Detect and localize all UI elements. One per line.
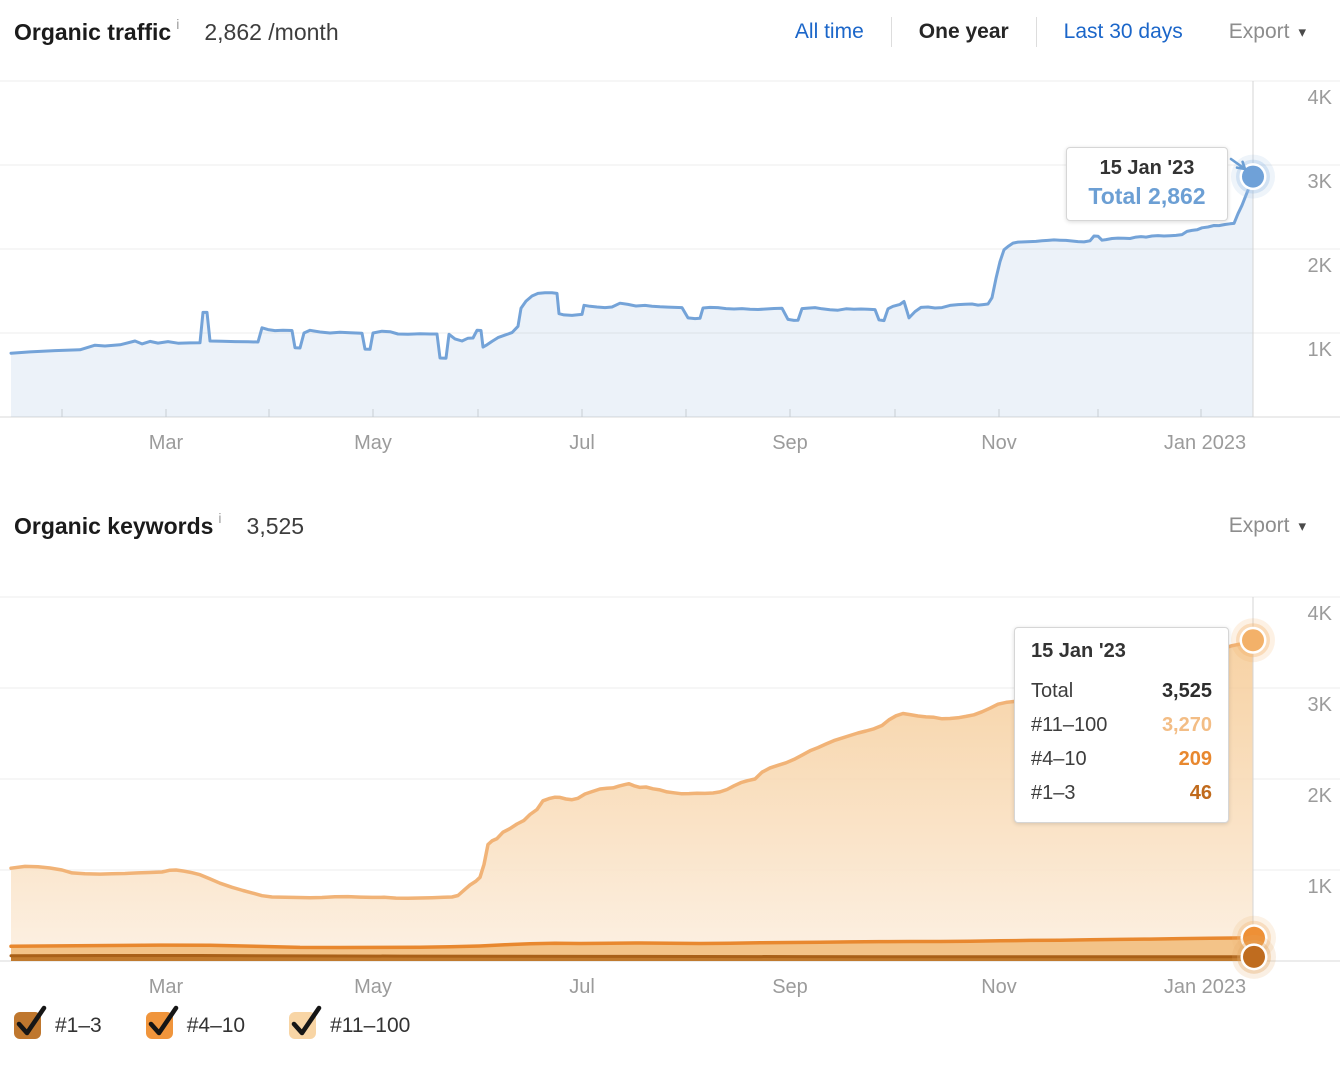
svg-text:Jul: Jul — [569, 432, 595, 454]
export-keywords-button[interactable]: Export ▾ — [1229, 514, 1306, 538]
caret-down-icon: ▾ — [1298, 23, 1306, 41]
organic-keywords-title: Organic keywords — [14, 513, 213, 540]
svg-text:3K: 3K — [1308, 171, 1333, 193]
svg-text:1K: 1K — [1308, 339, 1333, 361]
organic-traffic-value: 2,862 /month — [204, 19, 338, 46]
keywords-legend: #1–3 #4–10 #11–100 — [14, 1012, 454, 1039]
checkmark-icon — [289, 1002, 323, 1040]
keywords-tooltip: 15 Jan '23 Total3,525 #11–1003,270 #4–1020… — [1014, 627, 1229, 823]
checkbox-swatch — [146, 1012, 173, 1039]
tooltip-row: #1–346 — [1031, 780, 1212, 806]
legend-checkbox-11-100[interactable]: #11–100 — [289, 1012, 410, 1039]
legend-checkbox-4-10[interactable]: #4–10 — [146, 1012, 245, 1039]
checkmark-icon — [146, 1002, 180, 1040]
caret-down-icon: ▾ — [1298, 517, 1306, 535]
svg-text:Jan 2023: Jan 2023 — [1164, 976, 1246, 998]
svg-text:4K: 4K — [1308, 603, 1333, 625]
svg-text:2K: 2K — [1308, 255, 1333, 277]
organic-traffic-header: Organic traffic i 2,862 /month All time … — [14, 4, 1306, 60]
tooltip-date: 15 Jan '23 — [1075, 157, 1219, 180]
tab-one-year[interactable]: One year — [919, 20, 1009, 44]
checkbox-swatch — [14, 1012, 41, 1039]
svg-text:Nov: Nov — [981, 976, 1017, 998]
tooltip-total: Total 2,862 — [1075, 183, 1219, 210]
svg-text:Nov: Nov — [981, 432, 1017, 454]
info-icon[interactable]: i — [218, 510, 221, 526]
svg-text:May: May — [354, 976, 392, 998]
legend-label: #4–10 — [187, 1014, 245, 1038]
svg-text:Sep: Sep — [772, 432, 808, 454]
tooltip-row: #11–1003,270 — [1031, 712, 1212, 738]
legend-label: #1–3 — [55, 1014, 102, 1038]
export-label: Export — [1229, 514, 1290, 538]
export-traffic-button[interactable]: Export ▾ — [1229, 20, 1306, 44]
legend-label: #11–100 — [330, 1014, 410, 1038]
tooltip-pointer-arrow — [1228, 156, 1254, 178]
tab-last-30-days[interactable]: Last 30 days — [1064, 20, 1183, 44]
svg-text:2K: 2K — [1308, 785, 1333, 807]
traffic-tooltip: 15 Jan '23 Total 2,862 — [1066, 147, 1228, 221]
legend-checkbox-1-3[interactable]: #1–3 — [14, 1012, 102, 1039]
organic-traffic-title: Organic traffic — [14, 19, 171, 46]
organic-keywords-value: 3,525 — [247, 513, 305, 540]
tab-divider — [891, 17, 892, 47]
svg-text:Jul: Jul — [569, 976, 595, 998]
svg-text:3K: 3K — [1308, 694, 1333, 716]
site-explorer-overview: Organic traffic i 2,862 /month All time … — [0, 0, 1340, 1065]
checkmark-icon — [14, 1002, 48, 1040]
svg-text:May: May — [354, 432, 392, 454]
svg-text:1K: 1K — [1308, 876, 1333, 898]
checkbox-swatch — [289, 1012, 316, 1039]
export-label: Export — [1229, 20, 1290, 44]
svg-text:Mar: Mar — [149, 976, 184, 998]
info-icon[interactable]: i — [176, 16, 179, 32]
tab-divider — [1036, 17, 1037, 47]
tab-all-time[interactable]: All time — [795, 20, 864, 44]
tooltip-date: 15 Jan '23 — [1031, 640, 1212, 663]
svg-text:Sep: Sep — [772, 976, 808, 998]
svg-text:Mar: Mar — [149, 432, 184, 454]
svg-text:4K: 4K — [1308, 87, 1333, 109]
tooltip-rows: Total3,525 #11–1003,270 #4–10209 #1–346 — [1031, 678, 1212, 806]
organic-keywords-header: Organic keywords i 3,525 Export ▾ — [14, 498, 1306, 554]
tooltip-row: Total3,525 — [1031, 678, 1212, 704]
svg-text:Jan 2023: Jan 2023 — [1164, 432, 1246, 454]
tooltip-row: #4–10209 — [1031, 746, 1212, 772]
organic-traffic-chart[interactable]: 4K 3K 2K 1K Mar May Jul Sep Nov Jan 2023 — [0, 68, 1340, 462]
